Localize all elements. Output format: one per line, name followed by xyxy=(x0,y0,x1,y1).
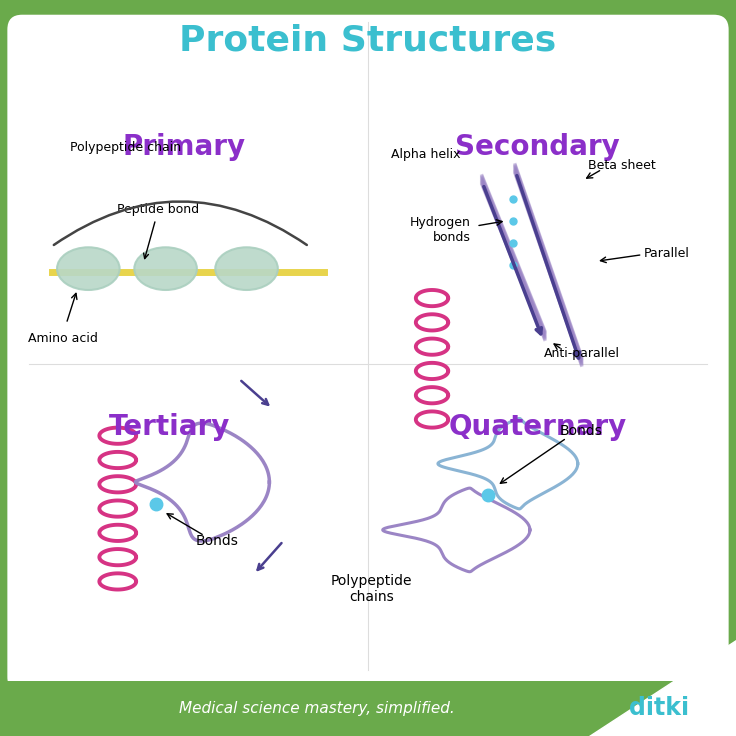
Text: Amino acid: Amino acid xyxy=(28,332,97,345)
Text: Polypeptide chain: Polypeptide chain xyxy=(70,141,180,154)
Polygon shape xyxy=(589,640,736,736)
Text: Tertiary: Tertiary xyxy=(109,413,230,441)
Text: Primary: Primary xyxy=(122,133,246,161)
FancyBboxPatch shape xyxy=(7,15,729,692)
Text: Hydrogen
bonds: Hydrogen bonds xyxy=(410,216,471,244)
Ellipse shape xyxy=(134,247,197,290)
Text: Alpha helix: Alpha helix xyxy=(391,148,460,161)
Text: Bonds: Bonds xyxy=(196,534,238,548)
Text: Quaternary: Quaternary xyxy=(448,413,626,441)
Text: Secondary: Secondary xyxy=(455,133,620,161)
Ellipse shape xyxy=(215,247,278,290)
Text: Parallel: Parallel xyxy=(644,247,690,261)
Text: ditki: ditki xyxy=(629,696,689,720)
Text: Beta sheet: Beta sheet xyxy=(588,159,656,172)
Text: Bonds: Bonds xyxy=(560,423,603,438)
Text: Peptide bond: Peptide bond xyxy=(117,203,199,258)
Text: Medical science mastery, simplified.: Medical science mastery, simplified. xyxy=(179,701,454,715)
Text: Polypeptide
chains: Polypeptide chains xyxy=(331,573,412,604)
FancyBboxPatch shape xyxy=(0,681,736,736)
Text: Anti-parallel: Anti-parallel xyxy=(543,347,620,360)
Text: Protein Structures: Protein Structures xyxy=(180,24,556,57)
Ellipse shape xyxy=(57,247,119,290)
